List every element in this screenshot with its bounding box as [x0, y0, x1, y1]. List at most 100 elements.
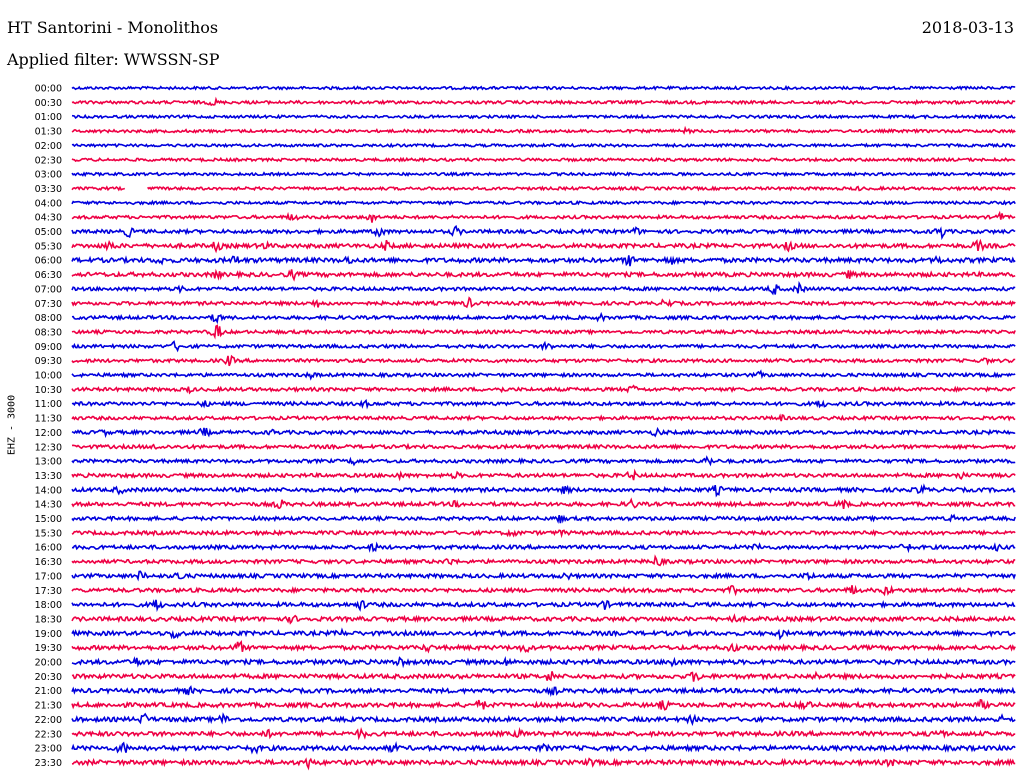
- time-tick-label: 02:30: [35, 155, 62, 166]
- time-tick-label: 22:00: [35, 715, 62, 726]
- time-tick-label: 15:30: [35, 528, 62, 539]
- time-tick-label: 02:00: [35, 141, 62, 152]
- seismic-trace: [71, 238, 1016, 254]
- seismic-trace: [71, 185, 1016, 192]
- time-tick-label: 04:00: [35, 198, 62, 209]
- seismic-trace: [71, 369, 1016, 381]
- seismic-trace: [71, 398, 1016, 410]
- time-tick-label: 16:00: [35, 543, 62, 554]
- seismic-trace: [71, 613, 1016, 625]
- seismic-trace: [71, 640, 1016, 654]
- seismic-trace: [71, 280, 1016, 296]
- time-tick-label: 22:30: [35, 729, 62, 740]
- seismic-trace: [71, 311, 1016, 325]
- time-tick-label: 09:30: [35, 356, 62, 367]
- time-tick-label: 17:30: [35, 586, 62, 597]
- seismic-trace: [71, 442, 1016, 451]
- time-tick-label: 18:00: [35, 600, 62, 611]
- time-tick-label: 07:00: [35, 284, 62, 295]
- seismic-trace: [71, 113, 1016, 120]
- time-tick-label: 01:00: [35, 112, 62, 123]
- time-tick-label: 05:00: [35, 227, 62, 238]
- time-tick-label: 15:00: [35, 514, 62, 525]
- seismic-trace: [71, 726, 1016, 741]
- time-tick-label: 00:30: [35, 98, 62, 109]
- seismic-trace: [71, 741, 1016, 755]
- time-tick-label: 12:30: [35, 442, 62, 453]
- seismic-trace: [71, 340, 1016, 353]
- seismic-trace: [71, 554, 1016, 567]
- seismic-trace: [71, 199, 1016, 206]
- time-tick-label: 06:00: [35, 256, 62, 267]
- time-tick-label: 05:30: [35, 241, 62, 252]
- seismic-trace: [71, 570, 1016, 582]
- seismic-trace: [71, 210, 1016, 223]
- station-title: HT Santorini - Monolithos: [7, 18, 219, 37]
- seismic-trace: [71, 224, 1016, 241]
- seismic-trace: [71, 670, 1016, 682]
- seismic-trace: [71, 483, 1016, 498]
- time-tick-label: 10:00: [35, 371, 62, 382]
- seismic-trace: [71, 541, 1016, 554]
- time-tick-label: 20:30: [35, 672, 62, 683]
- seismic-trace: [71, 655, 1016, 669]
- seismic-trace: [71, 96, 1016, 107]
- time-tick-label: 11:00: [35, 399, 62, 410]
- time-tick-label: 12:00: [35, 428, 62, 439]
- seismic-trace: [71, 497, 1016, 510]
- date-label: 2018-03-13: [921, 18, 1014, 37]
- time-tick-label: 16:30: [35, 557, 62, 568]
- time-tick-label: 04:30: [35, 213, 62, 224]
- seismic-trace: [71, 513, 1016, 524]
- seismic-trace: [71, 468, 1016, 482]
- time-tick-label: 07:30: [35, 299, 62, 310]
- time-tick-label: 14:30: [35, 500, 62, 511]
- seismic-trace: [71, 156, 1016, 163]
- time-tick-label: 23:00: [35, 744, 62, 755]
- time-tick-label: 01:30: [35, 127, 62, 138]
- seismic-trace: [71, 125, 1016, 135]
- seismic-trace: [71, 354, 1016, 367]
- seismic-trace: [71, 384, 1016, 395]
- time-tick-label: 06:30: [35, 270, 62, 281]
- seismic-trace: [71, 254, 1016, 267]
- seismic-trace: [71, 413, 1016, 422]
- seismic-trace: [71, 627, 1016, 641]
- time-tick-label: 13:30: [35, 471, 62, 482]
- seismic-trace: [71, 296, 1016, 309]
- time-tick-label: 00:00: [35, 84, 62, 95]
- seismic-trace: [71, 455, 1016, 467]
- seismic-trace: [71, 171, 1016, 178]
- time-tick-label: 03:30: [35, 184, 62, 195]
- time-tick-label: 14:00: [35, 485, 62, 496]
- time-tick-label: 03:00: [35, 170, 62, 181]
- seismic-trace: [71, 268, 1016, 282]
- time-tick-label: 21:00: [35, 686, 62, 697]
- seismic-trace: [71, 324, 1016, 340]
- time-tick-label: 19:00: [35, 629, 62, 640]
- seismic-trace: [71, 84, 1016, 91]
- time-tick-label: 18:30: [35, 614, 62, 625]
- time-tick-label: 13:00: [35, 457, 62, 468]
- seismic-trace: [71, 712, 1016, 727]
- time-tick-label: 23:30: [35, 758, 62, 769]
- filter-label: Applied filter: WWSSN-SP: [7, 50, 220, 69]
- seismic-trace: [71, 685, 1016, 697]
- time-tick-label: 08:30: [35, 327, 62, 338]
- time-tick-label: 19:30: [35, 643, 62, 654]
- time-tick-label: 08:00: [35, 313, 62, 324]
- seismic-trace: [71, 584, 1016, 597]
- seismic-trace: [71, 142, 1016, 149]
- time-tick-label: 20:00: [35, 658, 62, 669]
- seismic-trace: [71, 599, 1016, 613]
- seismic-trace: [71, 698, 1016, 711]
- time-tick-label: 10:30: [35, 385, 62, 396]
- time-tick-label: 17:00: [35, 571, 62, 582]
- seismic-trace: [71, 757, 1016, 771]
- time-tick-label: 09:00: [35, 342, 62, 353]
- seismic-trace: [71, 426, 1016, 439]
- time-tick-label: 21:30: [35, 701, 62, 712]
- time-tick-label: 11:30: [35, 414, 62, 425]
- seismic-trace: [71, 528, 1016, 539]
